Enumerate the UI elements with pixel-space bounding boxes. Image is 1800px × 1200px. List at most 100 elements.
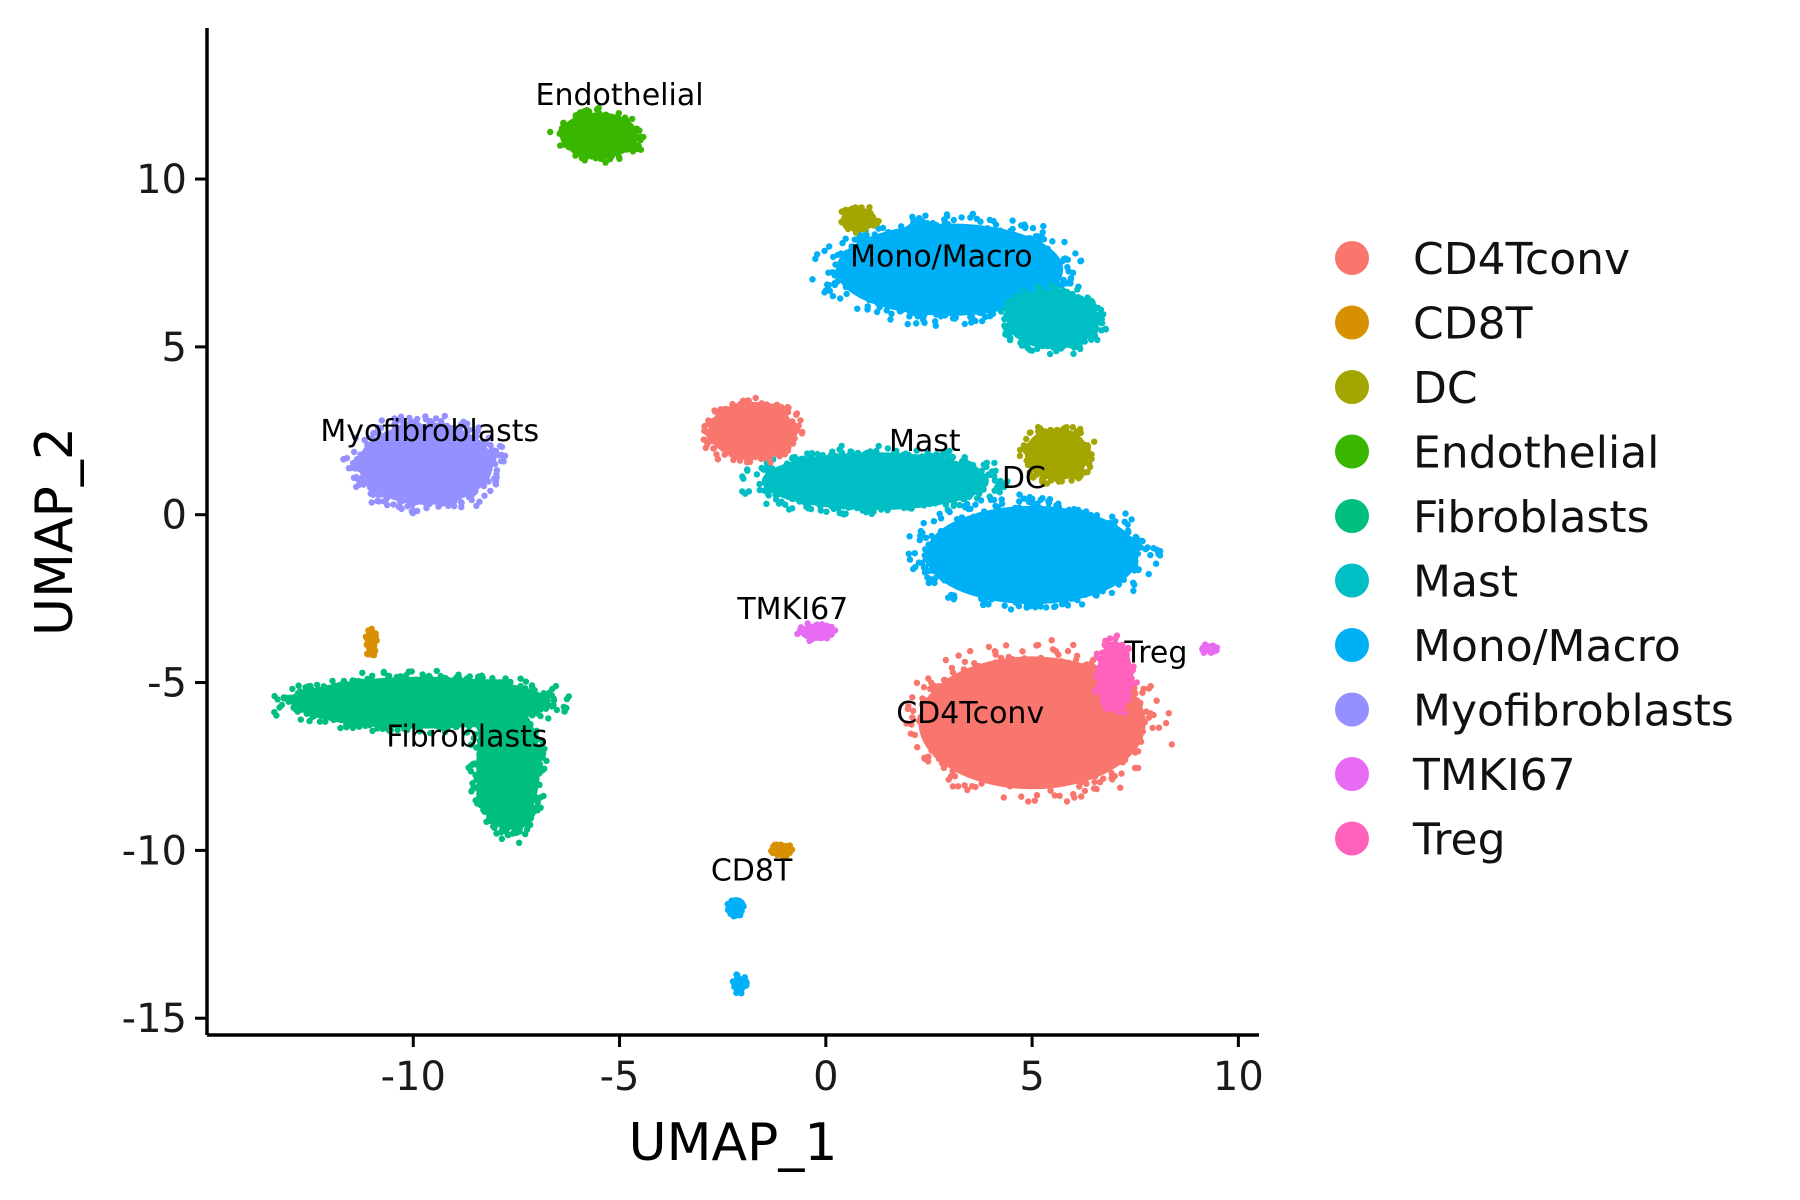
data-point <box>948 308 956 315</box>
data-point <box>1147 551 1154 559</box>
data-point <box>739 439 746 446</box>
data-point <box>1069 697 1076 704</box>
data-point <box>777 422 785 429</box>
data-point <box>1059 258 1066 265</box>
data-point <box>1030 324 1038 331</box>
data-point <box>921 257 929 264</box>
data-point <box>879 224 887 232</box>
data-point <box>1009 570 1017 577</box>
data-point <box>742 398 749 405</box>
data-point <box>1041 254 1048 262</box>
data-point <box>952 297 959 304</box>
data-point <box>1018 281 1025 288</box>
data-point <box>1083 712 1090 719</box>
data-point <box>786 488 793 495</box>
data-point <box>966 474 974 481</box>
data-point <box>1100 562 1108 570</box>
data-point <box>797 417 804 424</box>
data-point <box>985 643 993 651</box>
data-point <box>744 443 751 451</box>
data-point <box>863 231 870 239</box>
data-point <box>812 478 820 486</box>
data-point <box>1030 592 1037 600</box>
data-point <box>998 496 1005 503</box>
data-point <box>631 129 638 136</box>
data-point <box>925 471 932 478</box>
data-point <box>1149 724 1156 732</box>
data-point <box>902 487 910 494</box>
data-point <box>1037 758 1044 765</box>
data-point <box>1165 710 1173 717</box>
data-point <box>945 555 953 562</box>
data-point <box>932 322 939 329</box>
data-point <box>904 302 911 310</box>
data-point <box>826 243 833 250</box>
data-point <box>970 461 977 469</box>
data-point <box>1108 589 1116 597</box>
data-point <box>828 484 835 491</box>
data-point <box>1079 583 1087 590</box>
data-point <box>899 295 907 302</box>
data-point <box>973 215 980 222</box>
data-point <box>909 249 917 256</box>
data-point <box>732 407 739 415</box>
data-point <box>997 308 1005 315</box>
data-point <box>916 500 923 507</box>
data-point <box>949 460 956 468</box>
data-point <box>1150 711 1157 719</box>
data-point <box>1014 271 1021 279</box>
data-point <box>1028 244 1036 251</box>
data-point <box>863 463 870 471</box>
data-point <box>718 420 725 428</box>
data-point <box>847 499 854 507</box>
data-point <box>944 213 951 220</box>
data-point <box>828 450 836 457</box>
data-point <box>1061 306 1068 313</box>
data-point <box>1008 265 1015 273</box>
data-point <box>1037 302 1044 309</box>
data-point <box>921 319 928 326</box>
data-point <box>1062 775 1069 783</box>
data-point <box>1095 727 1102 735</box>
data-point <box>1018 793 1025 800</box>
data-point <box>876 300 883 308</box>
data-point <box>909 302 917 309</box>
data-point <box>994 539 1001 546</box>
data-point <box>942 458 949 465</box>
data-point <box>949 453 957 461</box>
data-point <box>729 431 737 438</box>
data-point <box>1078 601 1086 608</box>
data-point <box>918 488 925 495</box>
data-point <box>950 759 958 766</box>
data-point <box>943 235 950 242</box>
data-point <box>1020 258 1027 265</box>
data-point <box>951 738 958 745</box>
data-point <box>942 290 949 298</box>
data-point <box>1074 286 1081 293</box>
data-point <box>877 255 884 262</box>
data-point <box>993 281 1000 288</box>
data-point <box>821 472 829 479</box>
data-point <box>960 278 967 286</box>
data-point <box>960 305 968 313</box>
data-point <box>976 297 984 304</box>
data-point <box>864 506 872 513</box>
data-point <box>904 277 912 285</box>
data-point <box>1009 217 1016 224</box>
data-point <box>1116 550 1124 557</box>
data-point <box>996 735 1003 743</box>
data-point <box>884 503 891 510</box>
data-point <box>1058 520 1065 527</box>
data-point <box>772 491 779 499</box>
data-point <box>1077 258 1084 265</box>
data-point <box>573 141 580 148</box>
data-point <box>1124 527 1132 534</box>
data-point <box>1032 520 1040 527</box>
data-point <box>970 296 977 303</box>
data-point <box>1118 770 1125 777</box>
data-point <box>861 226 868 233</box>
data-point <box>1010 595 1018 602</box>
data-point <box>910 221 918 228</box>
data-point <box>995 262 1003 269</box>
data-point <box>560 119 567 127</box>
